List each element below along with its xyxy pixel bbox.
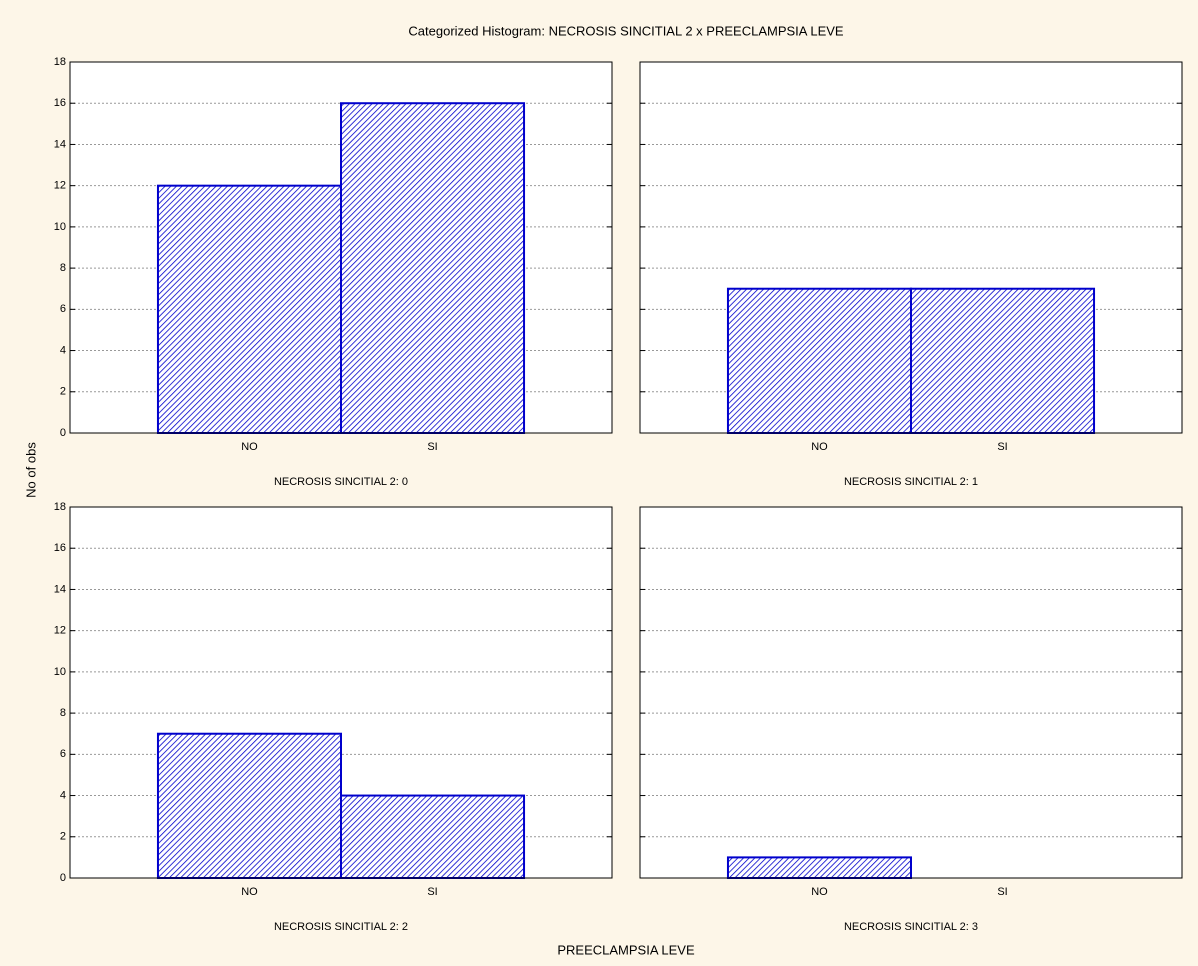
y-tick-label: 4 xyxy=(60,344,66,356)
bar xyxy=(910,287,1096,434)
y-tick-label: 10 xyxy=(54,221,66,233)
y-tick-label: 8 xyxy=(60,262,66,274)
y-tick-label: 0 xyxy=(60,872,66,884)
bar xyxy=(340,794,526,879)
panel-subtitle: NECROSIS SINCITIAL 2: 2 xyxy=(274,921,408,933)
y-tick-label: 2 xyxy=(60,386,66,398)
y-tick-label: 10 xyxy=(54,666,66,678)
x-tick-label: NO xyxy=(811,886,828,898)
y-tick-label: 12 xyxy=(54,625,66,637)
bar xyxy=(726,856,913,880)
y-tick-label: 16 xyxy=(54,542,66,554)
y-tick-label: 4 xyxy=(60,789,66,801)
x-tick-label: SI xyxy=(997,441,1007,453)
plot-frame xyxy=(69,506,613,879)
y-tick-label: 2 xyxy=(60,831,66,843)
plot-frame xyxy=(639,506,1183,879)
y-tick-label: 8 xyxy=(60,707,66,719)
x-axis-label: PREECLAMPSIA LEVE xyxy=(557,942,695,957)
panel-subtitle: NECROSIS SINCITIAL 2: 0 xyxy=(274,476,408,488)
bar xyxy=(340,102,526,434)
chart-title: Categorized Histogram: NECROSIS SINCITIA… xyxy=(408,23,843,38)
x-tick-label: SI xyxy=(997,886,1007,898)
panel-subtitle: NECROSIS SINCITIAL 2: 3 xyxy=(844,921,978,933)
y-tick-label: 18 xyxy=(54,501,66,513)
y-axis-label: No of obs xyxy=(23,442,38,498)
x-tick-label: NO xyxy=(241,441,258,453)
x-tick-label: SI xyxy=(427,886,437,898)
bar xyxy=(156,732,342,879)
y-tick-label: 12 xyxy=(54,180,66,192)
x-tick-label: NO xyxy=(241,886,258,898)
y-tick-label: 6 xyxy=(60,303,66,315)
y-tick-label: 14 xyxy=(54,583,66,595)
panel-subtitle: NECROSIS SINCITIAL 2: 1 xyxy=(844,476,978,488)
y-tick-label: 0 xyxy=(60,427,66,439)
y-tick-label: 6 xyxy=(60,748,66,760)
y-tick-label: 18 xyxy=(54,56,66,68)
bar xyxy=(726,287,913,434)
plot-frame xyxy=(69,61,613,434)
plot-frame xyxy=(639,61,1183,434)
bar xyxy=(156,184,342,434)
y-tick-label: 16 xyxy=(54,97,66,109)
plot-area xyxy=(640,507,1182,878)
x-tick-label: NO xyxy=(811,441,828,453)
x-tick-label: SI xyxy=(427,441,437,453)
y-tick-label: 14 xyxy=(54,138,66,150)
